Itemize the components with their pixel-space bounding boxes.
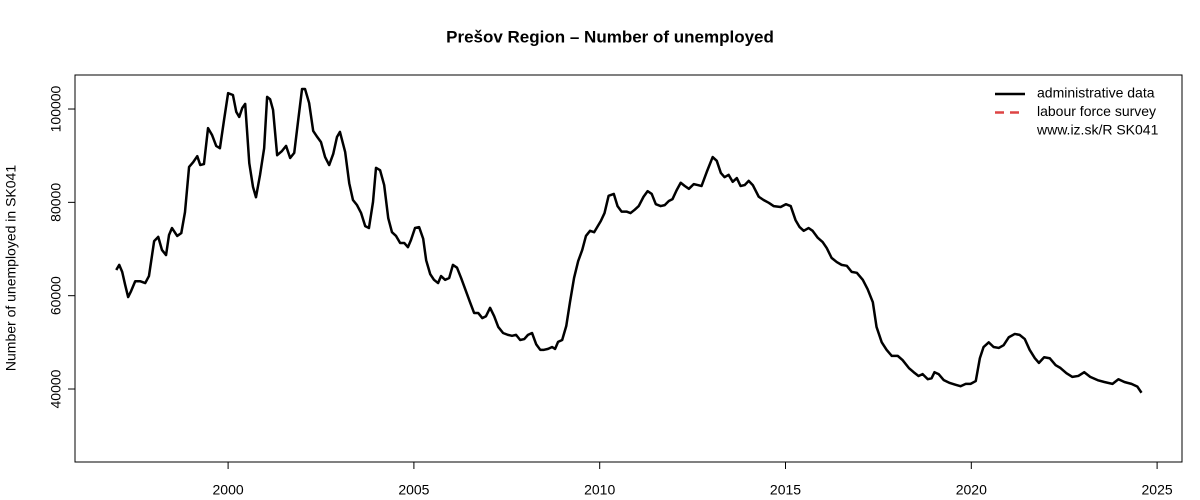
chart-title: Prešov Region – Number of unemployed xyxy=(446,27,774,46)
x-tick-label: 2005 xyxy=(398,482,429,498)
y-axis-label: Number of unemployed in SK041 xyxy=(3,165,19,371)
y-tick-label: 40000 xyxy=(48,369,64,408)
plot-frame xyxy=(74,74,1183,463)
data-line xyxy=(115,87,1143,394)
y-tick-label: 80000 xyxy=(48,183,64,222)
x-tick-label: 2015 xyxy=(770,482,801,498)
legend-annotation: www.iz.sk/R SK041 xyxy=(1036,122,1159,138)
y-tick-label: 100000 xyxy=(48,85,64,132)
x-tick-label: 2020 xyxy=(956,482,987,498)
x-tick-label: 2025 xyxy=(1142,482,1173,498)
x-tick-label: 2010 xyxy=(584,482,615,498)
legend-label: labour force survey xyxy=(1037,103,1156,119)
y-tick-label: 60000 xyxy=(48,276,64,315)
x-tick-label: 2000 xyxy=(213,482,244,498)
legend-label: administrative data xyxy=(1037,85,1155,101)
